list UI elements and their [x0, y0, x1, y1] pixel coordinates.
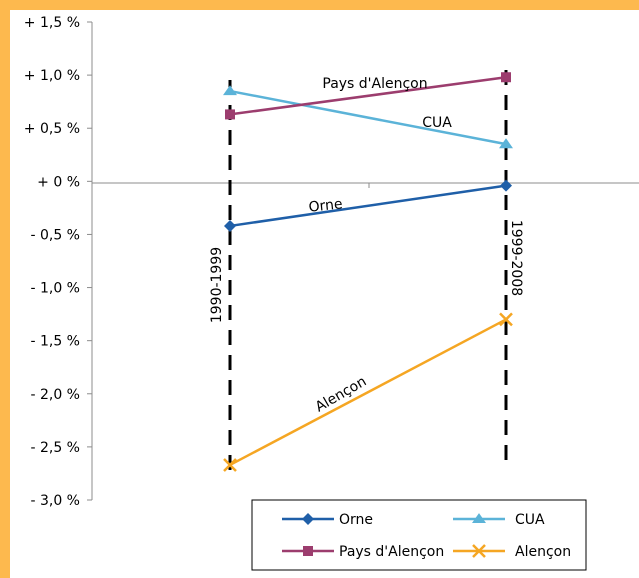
data-point-cua-1	[223, 85, 237, 96]
y-tick-label: - 2,5 %	[30, 440, 80, 456]
series-label-pays-d-alen-on: Pays d'Alençon	[322, 76, 427, 92]
legend: Orne CUA Pays d'Alençon Alençon	[251, 499, 587, 571]
data-point-pays-d-alen-on-2	[501, 72, 511, 83]
period-label-1990-1999: 1990-1999	[209, 247, 225, 323]
data-point-cua-2	[499, 138, 513, 149]
y-tick-label: + 1,5 %	[24, 15, 80, 31]
series-lines	[229, 75, 507, 467]
legend-box	[251, 499, 587, 571]
y-tick-label: - 3,0 %	[30, 493, 80, 509]
series-markers	[223, 72, 513, 472]
legend-label-orne: Orne	[339, 512, 373, 528]
legend-label-pays-d-alen-on: Pays d'Alençon	[339, 544, 444, 560]
chart-panel	[10, 10, 639, 578]
series-line-cua	[229, 89, 507, 146]
series-line-orne	[229, 184, 507, 228]
series-label-orne: Orne	[308, 196, 344, 215]
series-line-alen-on	[229, 318, 507, 467]
data-point-alen-on-1-stroke-b	[223, 458, 237, 472]
legend-marker-alen-on-stroke-b	[472, 544, 486, 558]
legend-marker-orne	[302, 513, 314, 525]
series-label-alen-on: Alençon	[313, 374, 370, 416]
data-point-alen-on-2-stroke-b	[499, 312, 513, 327]
y-tick-label: + 1,0 %	[24, 68, 80, 84]
y-tick-label: - 1,0 %	[30, 281, 80, 297]
legend-marker-cua	[472, 513, 486, 524]
period-lines: 1990-1999 1999-2008	[209, 70, 524, 470]
legend-marker-alen-on	[472, 544, 486, 558]
legend-label-alen-on: Alençon	[515, 544, 571, 560]
y-tick-label: - 2,0 %	[30, 387, 80, 403]
data-point-alen-on-1	[223, 458, 237, 472]
y-tick-label: - 0,5 %	[30, 227, 80, 243]
series-line-pays-d-alen-on	[229, 75, 507, 116]
legend-label-cua: CUA	[515, 512, 545, 528]
series-label-cua: CUA	[422, 115, 452, 131]
data-point-orne-2	[500, 179, 512, 192]
y-tick-label: + 0 %	[37, 174, 80, 190]
y-tick-label: + 0,5 %	[24, 121, 80, 137]
series-labels: Orne CUA Pays d'Alençon Alençon	[308, 76, 452, 415]
period-label-1999-2008: 1999-2008	[508, 220, 524, 296]
legend-marker-pays-d-alen-on	[303, 546, 313, 556]
y-tick-label: - 1,5 %	[30, 334, 80, 350]
data-point-alen-on-2	[499, 312, 513, 327]
data-point-orne-1	[224, 219, 236, 232]
data-point-pays-d-alen-on-1	[225, 109, 235, 120]
axes: + 1,5 % + 1,0 % + 0,5 % + 0 % - 0,5 % - 1,0 %…	[24, 15, 639, 509]
